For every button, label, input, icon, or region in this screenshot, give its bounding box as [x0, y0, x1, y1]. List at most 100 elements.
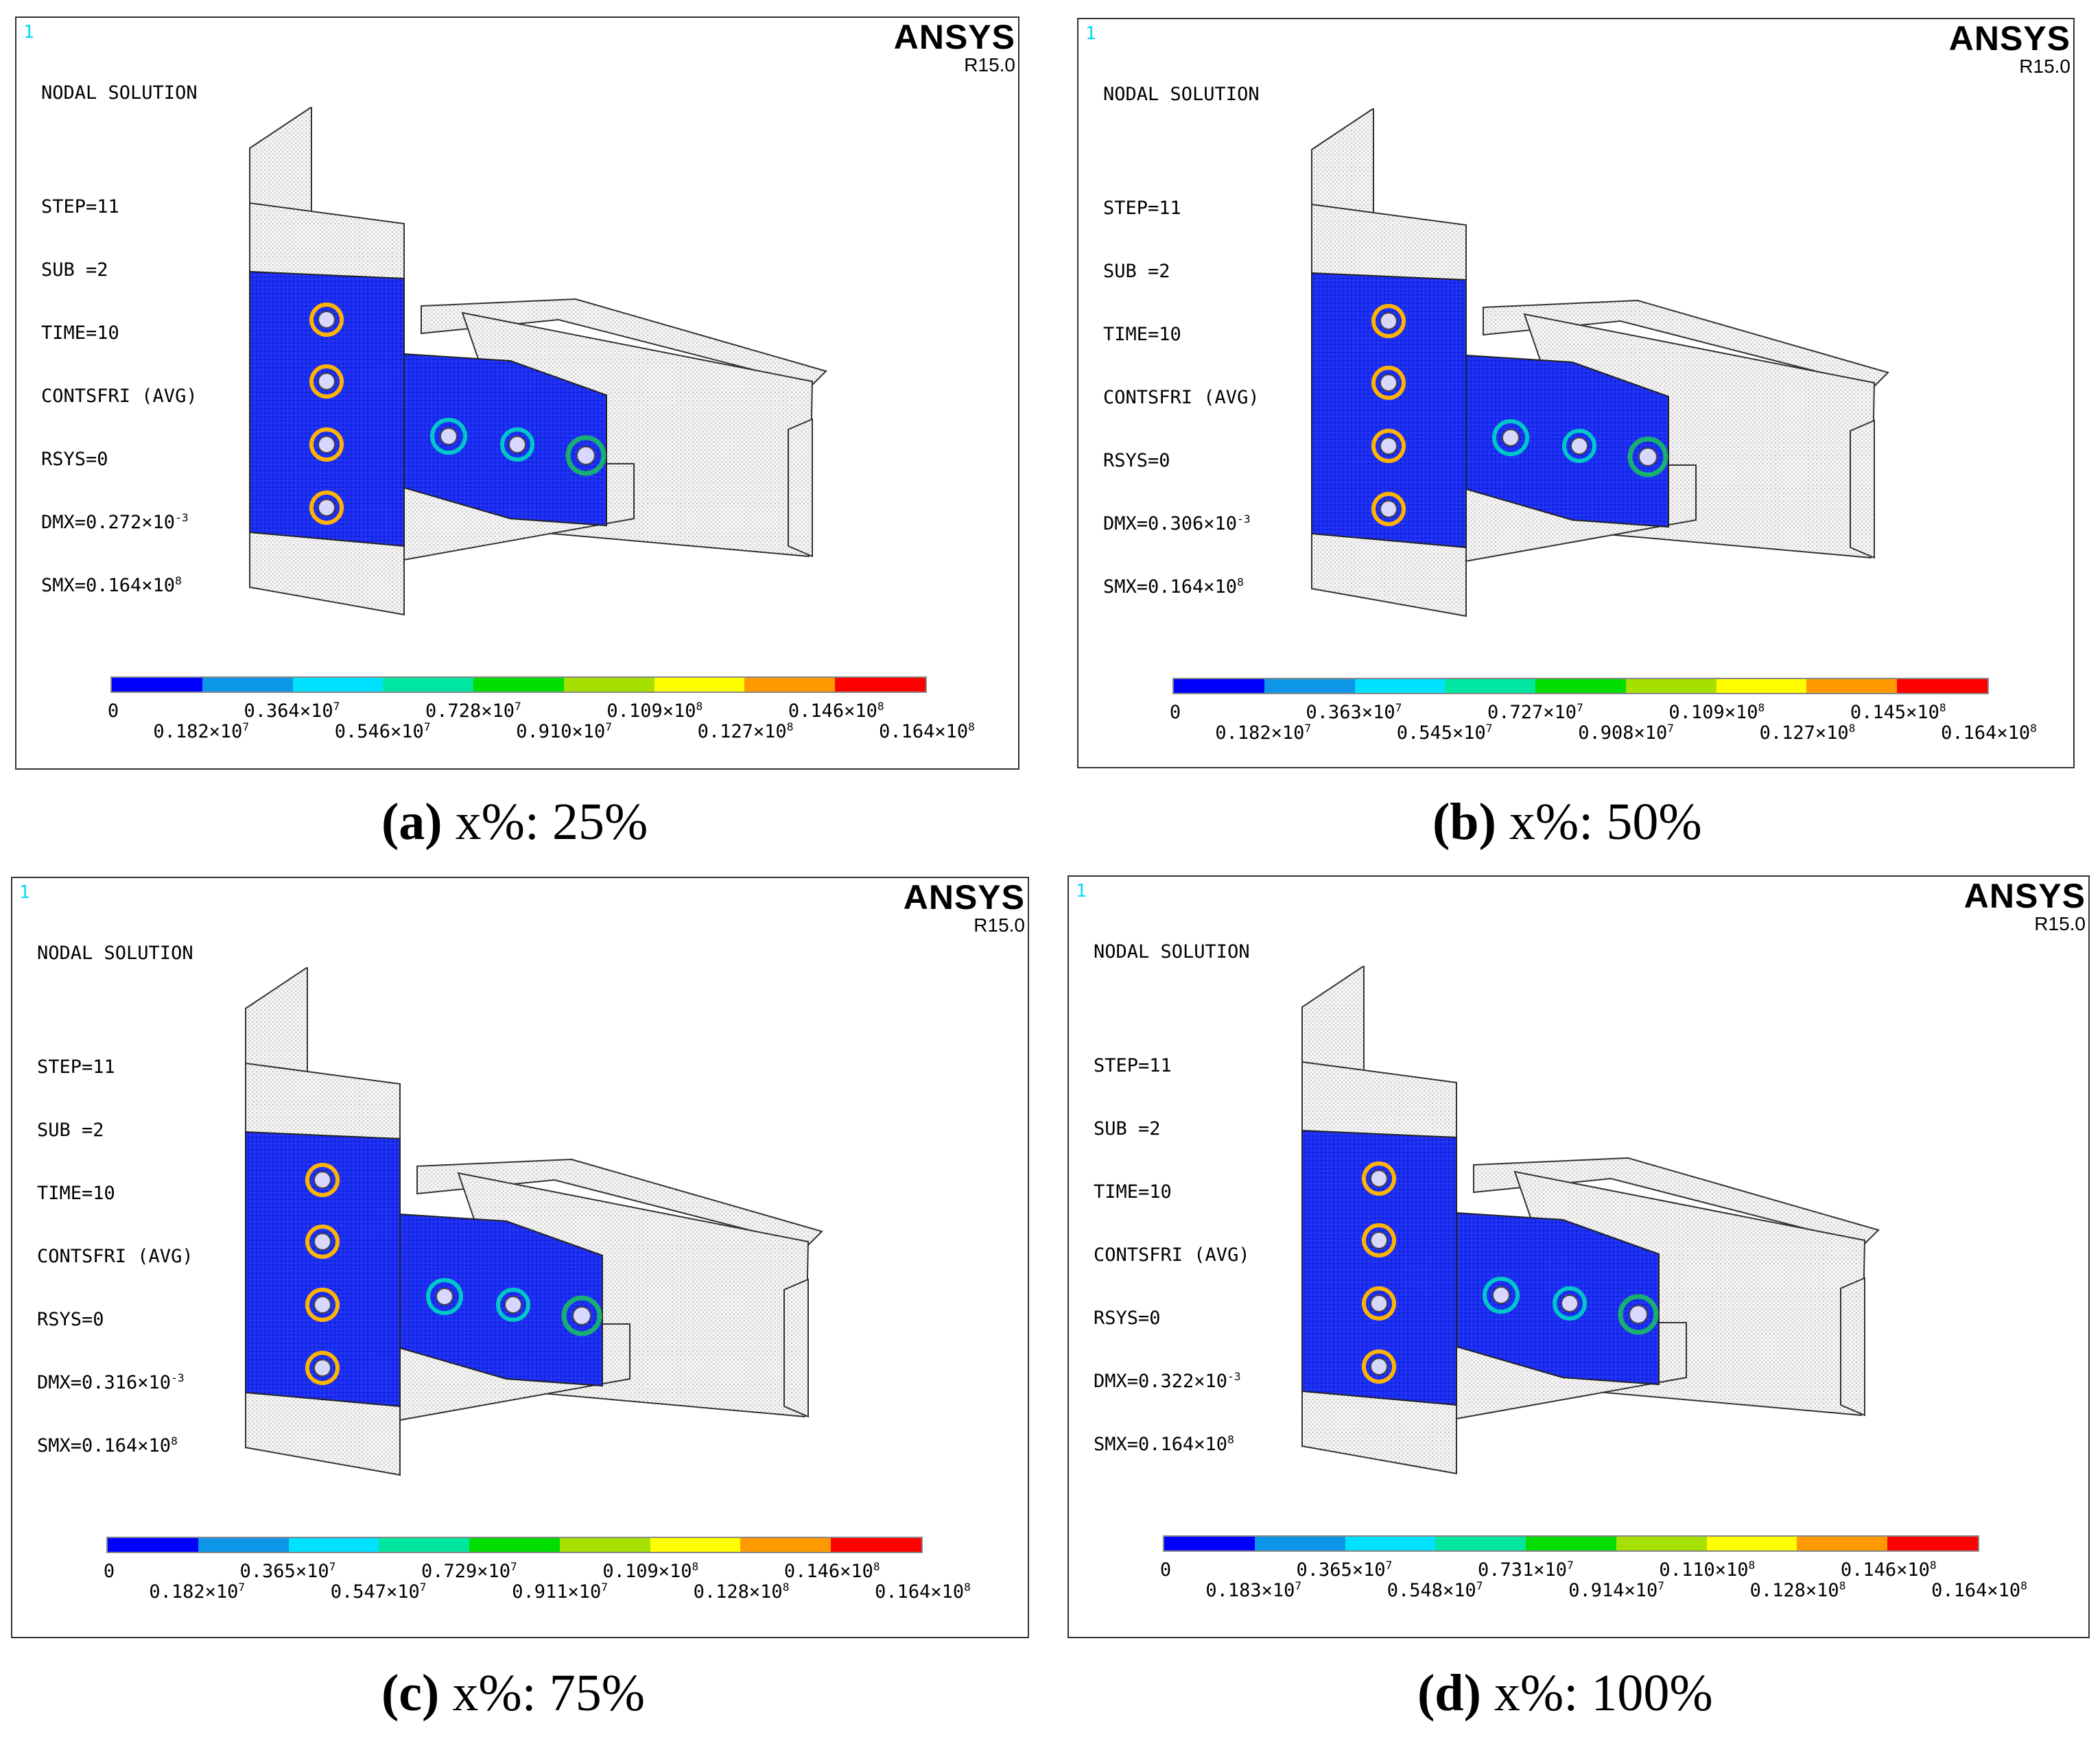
window-number: 1	[19, 882, 30, 903]
legend-swatch	[1435, 1537, 1526, 1550]
info-title: NODAL SOLUTION	[41, 82, 198, 104]
legend-swatch	[1706, 1537, 1797, 1550]
legend-swatch	[744, 678, 836, 692]
caption-label: (d)	[1417, 1664, 1481, 1722]
legend-label-top: 0.110×108	[1659, 1559, 1756, 1581]
info-title: NODAL SOLUTION	[1094, 941, 1250, 962]
legend-swatch	[1806, 679, 1898, 693]
caption-text: x%: 100%	[1480, 1664, 1713, 1722]
solution-info: NODAL SOLUTION STEP=11 SUB =2 TIME=10 CO…	[1094, 906, 1250, 1498]
info-result: CONTSFRI (AVG)	[1103, 387, 1260, 408]
legend-swatch	[379, 1538, 470, 1552]
connection-model	[245, 967, 823, 1476]
ansys-logo: ANSYS R15.0	[1949, 21, 2070, 76]
legend-label-top: 0.109×108	[1668, 701, 1765, 723]
legend-swatch	[198, 1538, 289, 1552]
legend-label-top: 0.365×107	[1296, 1559, 1393, 1581]
info-title: NODAL SOLUTION	[1103, 84, 1260, 105]
caption-label: (a)	[381, 793, 443, 851]
info-smx: SMX=0.164×108	[37, 1434, 178, 1456]
beam-end	[1850, 419, 1875, 559]
legend-swatch	[112, 678, 202, 692]
splice-plate-bolts	[426, 1278, 602, 1336]
splice-plate-bolts	[1492, 419, 1668, 477]
connection-model	[1301, 966, 1880, 1475]
connection-model	[1311, 108, 1889, 617]
legend-label-top: 0.363×107	[1306, 701, 1402, 723]
info-result: CONTSFRI (AVG)	[37, 1246, 193, 1267]
legend-swatch	[473, 678, 564, 692]
ansys-logo: ANSYS R15.0	[1964, 878, 2086, 934]
legend-label-bottom: 0.183×107	[1205, 1579, 1302, 1601]
legend-label-bottom: 0.182×107	[149, 1581, 246, 1603]
brand-name: ANSYS	[1963, 877, 2086, 915]
legend-label-top: 0.731×107	[1477, 1559, 1574, 1581]
info-time: TIME=10	[1103, 324, 1181, 345]
legend-label-top: 0	[107, 700, 119, 722]
legend-swatch	[1264, 679, 1355, 693]
info-sub: SUB =2	[41, 259, 108, 281]
caption-d: (d) x%: 100%	[1417, 1664, 1713, 1723]
version-label: R15.0	[2019, 55, 2070, 77]
legend-swatch	[1174, 679, 1264, 693]
info-dmx: DMX=0.322×10-3	[1094, 1370, 1241, 1392]
legend-swatch	[1164, 1537, 1255, 1550]
legend-swatch	[1625, 679, 1716, 693]
legend-swatch	[650, 1538, 741, 1552]
info-step: STEP=11	[1103, 198, 1181, 219]
beam-end	[783, 1278, 809, 1418]
legend-label-bottom: 0.164×108	[875, 1581, 971, 1603]
ansys-logo: ANSYS R15.0	[904, 879, 1025, 935]
legend-label-bottom: 0.546×107	[334, 720, 431, 742]
legend-label-bottom: 0.127×108	[697, 720, 794, 742]
caption-a: (a) x%: 25%	[381, 792, 648, 852]
legend-swatch	[292, 678, 384, 692]
legend-label-top: 0.109×108	[606, 700, 703, 722]
info-rsys: RSYS=0	[37, 1309, 104, 1330]
legend-label-bottom: 0.128×108	[693, 1581, 790, 1603]
legend-label-top: 0.729×107	[421, 1560, 517, 1582]
window-number: 1	[1076, 881, 1087, 901]
panel-d: 1 ANSYS R15.0 NODAL SOLUTION STEP=11 SUB…	[1067, 875, 2090, 1638]
splice-plate-bolts	[1483, 1277, 1659, 1335]
splice-plate	[1465, 354, 1669, 528]
version-label: R15.0	[974, 914, 1025, 936]
info-step: STEP=11	[37, 1056, 115, 1078]
info-step: STEP=11	[41, 196, 119, 217]
info-sub: SUB =2	[1103, 261, 1170, 282]
info-dmx: DMX=0.316×10-3	[37, 1371, 185, 1393]
color-legend-bar	[110, 676, 927, 693]
info-sub: SUB =2	[1094, 1118, 1161, 1139]
legend-label-top: 0.728×107	[425, 700, 521, 722]
legend-swatch	[835, 678, 926, 692]
legend-swatch	[1616, 1537, 1707, 1550]
legend-label-bottom: 0.910×107	[516, 720, 613, 742]
solution-info: NODAL SOLUTION STEP=11 SUB =2 TIME=10 CO…	[37, 907, 193, 1500]
legend-swatch	[1797, 1537, 1888, 1550]
window-number: 1	[23, 22, 34, 43]
ansys-logo: ANSYS R15.0	[894, 19, 1015, 75]
caption-label: (b)	[1432, 793, 1496, 851]
info-smx: SMX=0.164×108	[1094, 1433, 1234, 1455]
info-sub: SUB =2	[37, 1120, 104, 1141]
legend-swatch	[108, 1538, 198, 1552]
legend-label-bottom: 0.164×108	[879, 720, 975, 742]
legend-label-top: 0.365×107	[239, 1560, 336, 1582]
legend-label-bottom: 0.911×107	[512, 1581, 609, 1603]
legend-label-top: 0	[103, 1561, 115, 1582]
legend-label-top: 0.146×108	[1840, 1559, 1937, 1581]
color-legend-bar	[1163, 1535, 1979, 1552]
beam-end	[1840, 1277, 1865, 1417]
color-legend-bar	[1172, 678, 1989, 694]
end-plate	[245, 1131, 401, 1408]
info-time: TIME=10	[41, 322, 119, 344]
info-dmx: DMX=0.306×10-3	[1103, 512, 1251, 534]
legend-label-top: 0.146×108	[788, 700, 884, 722]
brand-name: ANSYS	[903, 878, 1025, 917]
beam-end	[788, 418, 813, 558]
legend-label-top: 0	[1159, 1559, 1172, 1581]
panel-b: 1 ANSYS R15.0 NODAL SOLUTION STEP=11 SUB…	[1077, 18, 2075, 768]
info-dmx: DMX=0.272×10-3	[41, 511, 189, 533]
end-plate	[249, 270, 405, 547]
legend-swatch	[1254, 1537, 1345, 1550]
